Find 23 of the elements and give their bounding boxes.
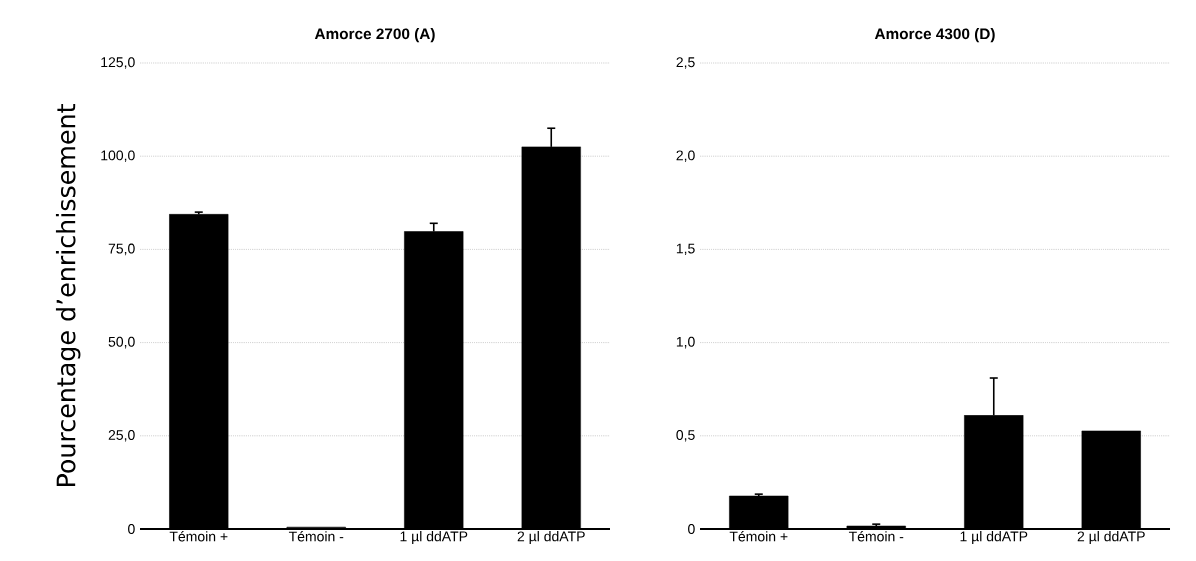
y-tick-label: 2,0: [676, 150, 695, 162]
x-tick-label: Témoin +: [729, 531, 788, 542]
chart-title: Amorce 2700 (A): [314, 28, 435, 43]
y-tick-label: 25,0: [108, 430, 135, 442]
y-tick-label: 1,0: [676, 336, 695, 349]
y-tick-label: 125,0: [101, 57, 135, 69]
x-tick-label: 2 µl ddATP: [1077, 531, 1145, 545]
x-tick-label: Témoin +: [169, 531, 228, 542]
x-tick-label: 1 µl ddATP: [400, 531, 468, 545]
x-tick-label: 2 µl ddATP: [517, 531, 585, 545]
y-axis-title: Pourcentage d’enrichissement: [55, 104, 81, 487]
y-tick-label: 0: [688, 524, 695, 534]
x-tick-label: Témoin -: [848, 531, 904, 542]
y-tick-label: 50,0: [108, 336, 135, 349]
y-tick-label: 100,0: [101, 150, 135, 162]
y-tick-label: 1,5: [676, 243, 695, 256]
x-tick-label: 1 µl ddATP: [960, 531, 1028, 545]
y-tick-label: 2,5: [676, 57, 695, 69]
chart-title: Amorce 4300 (D): [874, 28, 995, 43]
y-tick-label: 0: [128, 524, 135, 534]
x-tick-label: Témoin -: [288, 531, 344, 542]
y-tick-label: 75,0: [108, 243, 135, 256]
y-tick-label: 0,5: [676, 430, 695, 442]
